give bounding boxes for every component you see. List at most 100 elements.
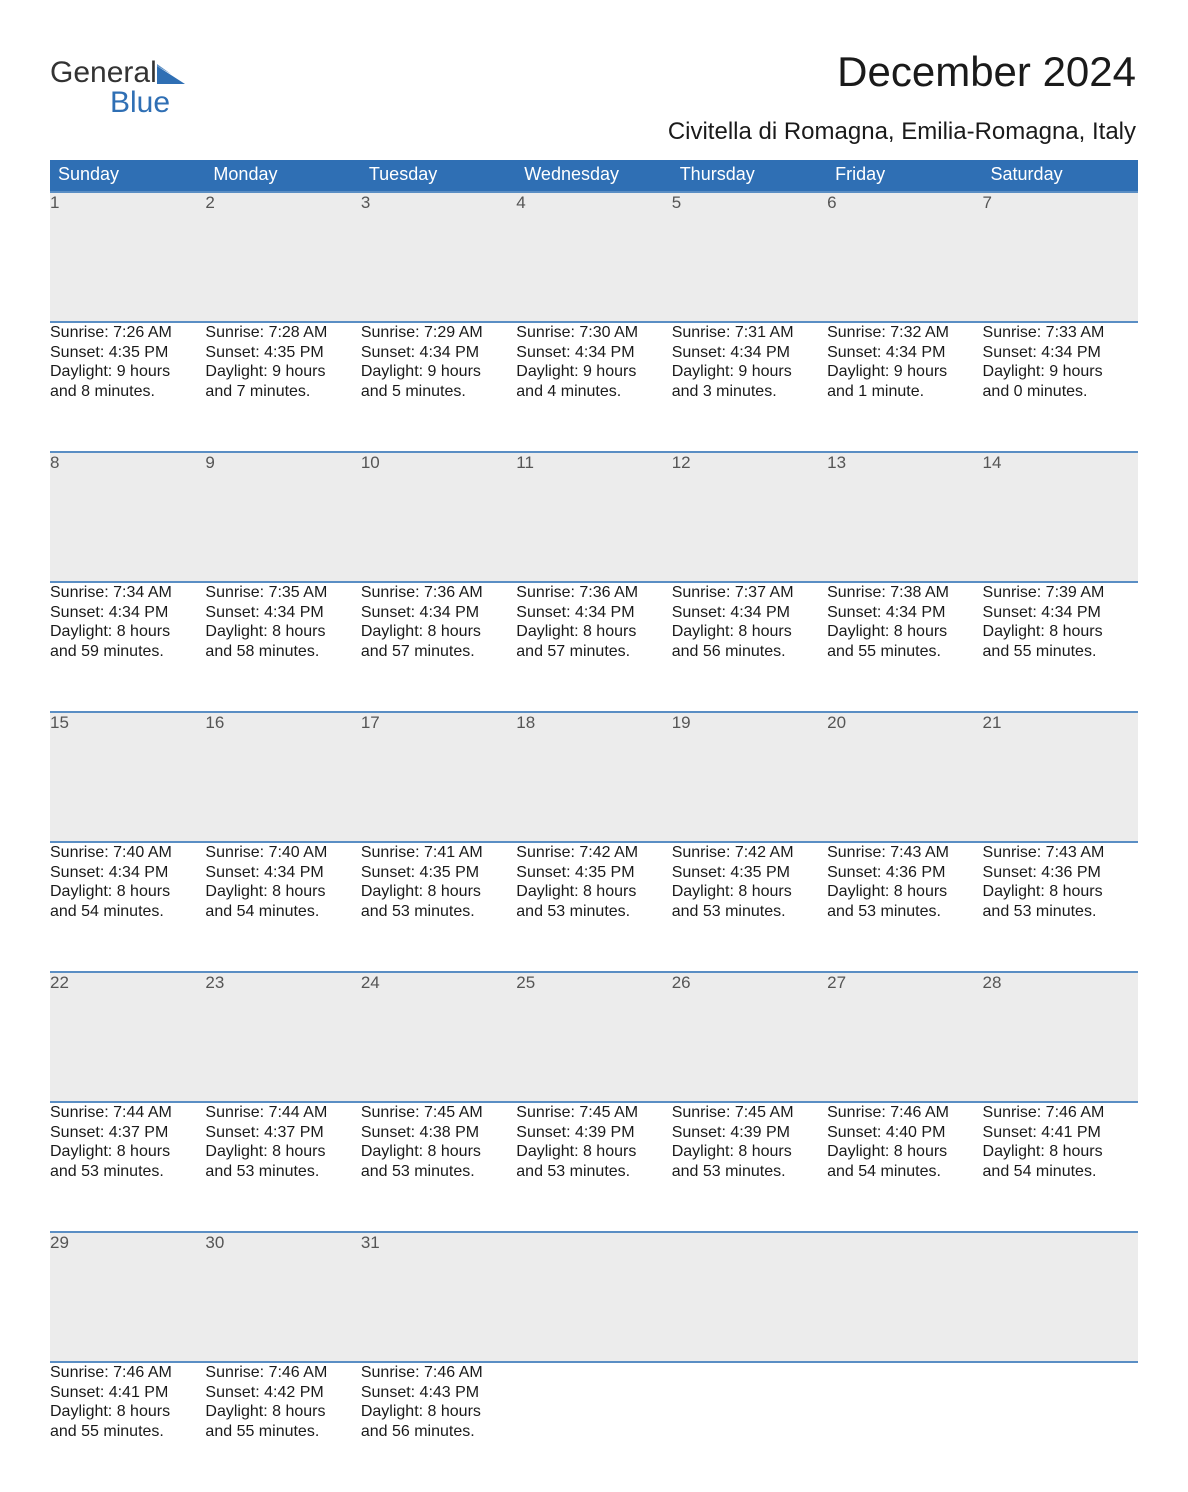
sunset-text: Sunset: 4:34 PM — [516, 343, 671, 363]
dl1-text: Daylight: 8 hours — [516, 1142, 671, 1162]
dl2-text: and 3 minutes. — [672, 382, 827, 402]
dl1-text: Daylight: 8 hours — [361, 1402, 516, 1422]
dl1-text: Daylight: 9 hours — [983, 362, 1138, 382]
dl1-text: Daylight: 8 hours — [672, 622, 827, 642]
weekday-header-row: Sunday Monday Tuesday Wednesday Thursday… — [50, 160, 1138, 192]
day-number: 12 — [672, 452, 827, 582]
sunset-text: Sunset: 4:35 PM — [50, 343, 205, 363]
sunset-text: Sunset: 4:34 PM — [983, 603, 1138, 623]
day-cell: Sunrise: 7:40 AMSunset: 4:34 PMDaylight:… — [205, 842, 360, 972]
sunrise-text: Sunrise: 7:33 AM — [983, 323, 1138, 343]
day-number — [672, 1232, 827, 1362]
dl2-text: and 59 minutes. — [50, 642, 205, 662]
day-number — [983, 1232, 1138, 1362]
day-cell: Sunrise: 7:40 AMSunset: 4:34 PMDaylight:… — [50, 842, 205, 972]
day-number-row: 1234567 — [50, 192, 1138, 322]
dl2-text: and 53 minutes. — [50, 1162, 205, 1182]
sunset-text: Sunset: 4:34 PM — [205, 863, 360, 883]
day-content-row: Sunrise: 7:26 AMSunset: 4:35 PMDaylight:… — [50, 322, 1138, 452]
day-cell — [672, 1362, 827, 1492]
day-number: 1 — [50, 192, 205, 322]
dl1-text: Daylight: 8 hours — [516, 882, 671, 902]
sunrise-text: Sunrise: 7:39 AM — [983, 583, 1138, 603]
dl2-text: and 56 minutes. — [672, 642, 827, 662]
day-cell: Sunrise: 7:36 AMSunset: 4:34 PMDaylight:… — [516, 582, 671, 712]
dl1-text: Daylight: 9 hours — [516, 362, 671, 382]
day-number-row: 891011121314 — [50, 452, 1138, 582]
sunrise-text: Sunrise: 7:29 AM — [361, 323, 516, 343]
sunset-text: Sunset: 4:34 PM — [516, 603, 671, 623]
day-cell: Sunrise: 7:28 AMSunset: 4:35 PMDaylight:… — [205, 322, 360, 452]
day-number: 9 — [205, 452, 360, 582]
day-number: 29 — [50, 1232, 205, 1362]
calendar-table: Sunday Monday Tuesday Wednesday Thursday… — [50, 160, 1138, 1492]
logo-flag-icon — [157, 64, 187, 84]
sunrise-text: Sunrise: 7:46 AM — [827, 1103, 982, 1123]
dl2-text: and 5 minutes. — [361, 382, 516, 402]
dl2-text: and 53 minutes. — [672, 1162, 827, 1182]
dl1-text: Daylight: 8 hours — [205, 1142, 360, 1162]
dl1-text: Daylight: 8 hours — [983, 1142, 1138, 1162]
sunset-text: Sunset: 4:34 PM — [205, 603, 360, 623]
dl1-text: Daylight: 9 hours — [361, 362, 516, 382]
dl1-text: Daylight: 8 hours — [983, 622, 1138, 642]
day-cell: Sunrise: 7:32 AMSunset: 4:34 PMDaylight:… — [827, 322, 982, 452]
sunset-text: Sunset: 4:34 PM — [827, 603, 982, 623]
day-number: 31 — [361, 1232, 516, 1362]
sunset-text: Sunset: 4:43 PM — [361, 1383, 516, 1403]
dl2-text: and 55 minutes. — [50, 1422, 205, 1442]
day-number: 8 — [50, 452, 205, 582]
day-number: 6 — [827, 192, 982, 322]
day-number: 18 — [516, 712, 671, 842]
sunrise-text: Sunrise: 7:45 AM — [516, 1103, 671, 1123]
dl2-text: and 57 minutes. — [361, 642, 516, 662]
day-cell — [983, 1362, 1138, 1492]
day-cell: Sunrise: 7:36 AMSunset: 4:34 PMDaylight:… — [361, 582, 516, 712]
weekday-header: Tuesday — [361, 160, 516, 192]
dl2-text: and 58 minutes. — [205, 642, 360, 662]
dl2-text: and 53 minutes. — [205, 1162, 360, 1182]
dl2-text: and 8 minutes. — [50, 382, 205, 402]
day-cell — [827, 1362, 982, 1492]
day-number: 13 — [827, 452, 982, 582]
dl1-text: Daylight: 9 hours — [827, 362, 982, 382]
day-cell: Sunrise: 7:33 AMSunset: 4:34 PMDaylight:… — [983, 322, 1138, 452]
sunrise-text: Sunrise: 7:45 AM — [672, 1103, 827, 1123]
day-cell: Sunrise: 7:46 AMSunset: 4:41 PMDaylight:… — [983, 1102, 1138, 1232]
day-number: 24 — [361, 972, 516, 1102]
dl1-text: Daylight: 8 hours — [361, 622, 516, 642]
sunset-text: Sunset: 4:37 PM — [205, 1123, 360, 1143]
dl2-text: and 54 minutes. — [205, 902, 360, 922]
dl1-text: Daylight: 8 hours — [50, 1142, 205, 1162]
dl1-text: Daylight: 8 hours — [516, 622, 671, 642]
sunrise-text: Sunrise: 7:41 AM — [361, 843, 516, 863]
sunset-text: Sunset: 4:36 PM — [827, 863, 982, 883]
sunrise-text: Sunrise: 7:30 AM — [516, 323, 671, 343]
logo: General Blue — [50, 58, 187, 118]
dl2-text: and 53 minutes. — [672, 902, 827, 922]
day-number: 25 — [516, 972, 671, 1102]
dl1-text: Daylight: 8 hours — [50, 882, 205, 902]
day-cell — [516, 1362, 671, 1492]
day-cell: Sunrise: 7:43 AMSunset: 4:36 PMDaylight:… — [983, 842, 1138, 972]
sunset-text: Sunset: 4:34 PM — [50, 603, 205, 623]
day-number: 16 — [205, 712, 360, 842]
day-number: 20 — [827, 712, 982, 842]
sunset-text: Sunset: 4:35 PM — [361, 863, 516, 883]
page: General Blue December 2024 Civitella di … — [0, 0, 1188, 918]
dl2-text: and 55 minutes. — [205, 1422, 360, 1442]
day-cell: Sunrise: 7:44 AMSunset: 4:37 PMDaylight:… — [205, 1102, 360, 1232]
sunset-text: Sunset: 4:35 PM — [672, 863, 827, 883]
dl1-text: Daylight: 8 hours — [672, 1142, 827, 1162]
sunset-text: Sunset: 4:34 PM — [50, 863, 205, 883]
sunset-text: Sunset: 4:40 PM — [827, 1123, 982, 1143]
sunset-text: Sunset: 4:34 PM — [672, 343, 827, 363]
weekday-header: Wednesday — [516, 160, 671, 192]
sunrise-text: Sunrise: 7:31 AM — [672, 323, 827, 343]
dl2-text: and 54 minutes. — [50, 902, 205, 922]
day-cell: Sunrise: 7:46 AMSunset: 4:40 PMDaylight:… — [827, 1102, 982, 1232]
sunrise-text: Sunrise: 7:46 AM — [205, 1363, 360, 1383]
sunrise-text: Sunrise: 7:35 AM — [205, 583, 360, 603]
dl2-text: and 1 minute. — [827, 382, 982, 402]
dl2-text: and 0 minutes. — [983, 382, 1138, 402]
